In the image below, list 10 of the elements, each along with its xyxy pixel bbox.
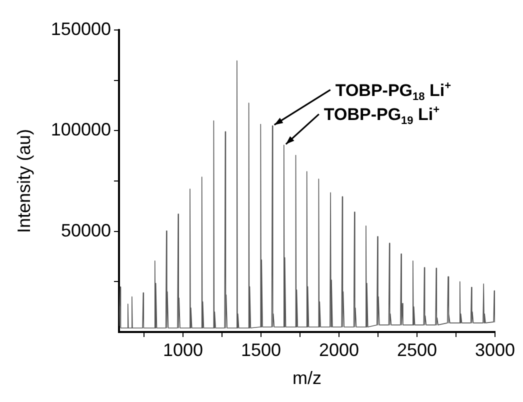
x-tick-label: 2000 [318, 340, 360, 360]
y-tick-label: 150000 [50, 18, 111, 39]
y-tick-label: 100000 [50, 120, 111, 140]
y-axis-title: Intensity (au) [14, 128, 34, 234]
x-axis-title: m/z [292, 368, 322, 388]
y-tick-label: 50000 [60, 220, 111, 240]
x-tick-label: 2500 [396, 340, 438, 360]
x-tick-label: 1000 [162, 340, 203, 360]
x-tick-label: 1500 [240, 340, 281, 360]
x-tick-label: 3000 [474, 340, 516, 360]
